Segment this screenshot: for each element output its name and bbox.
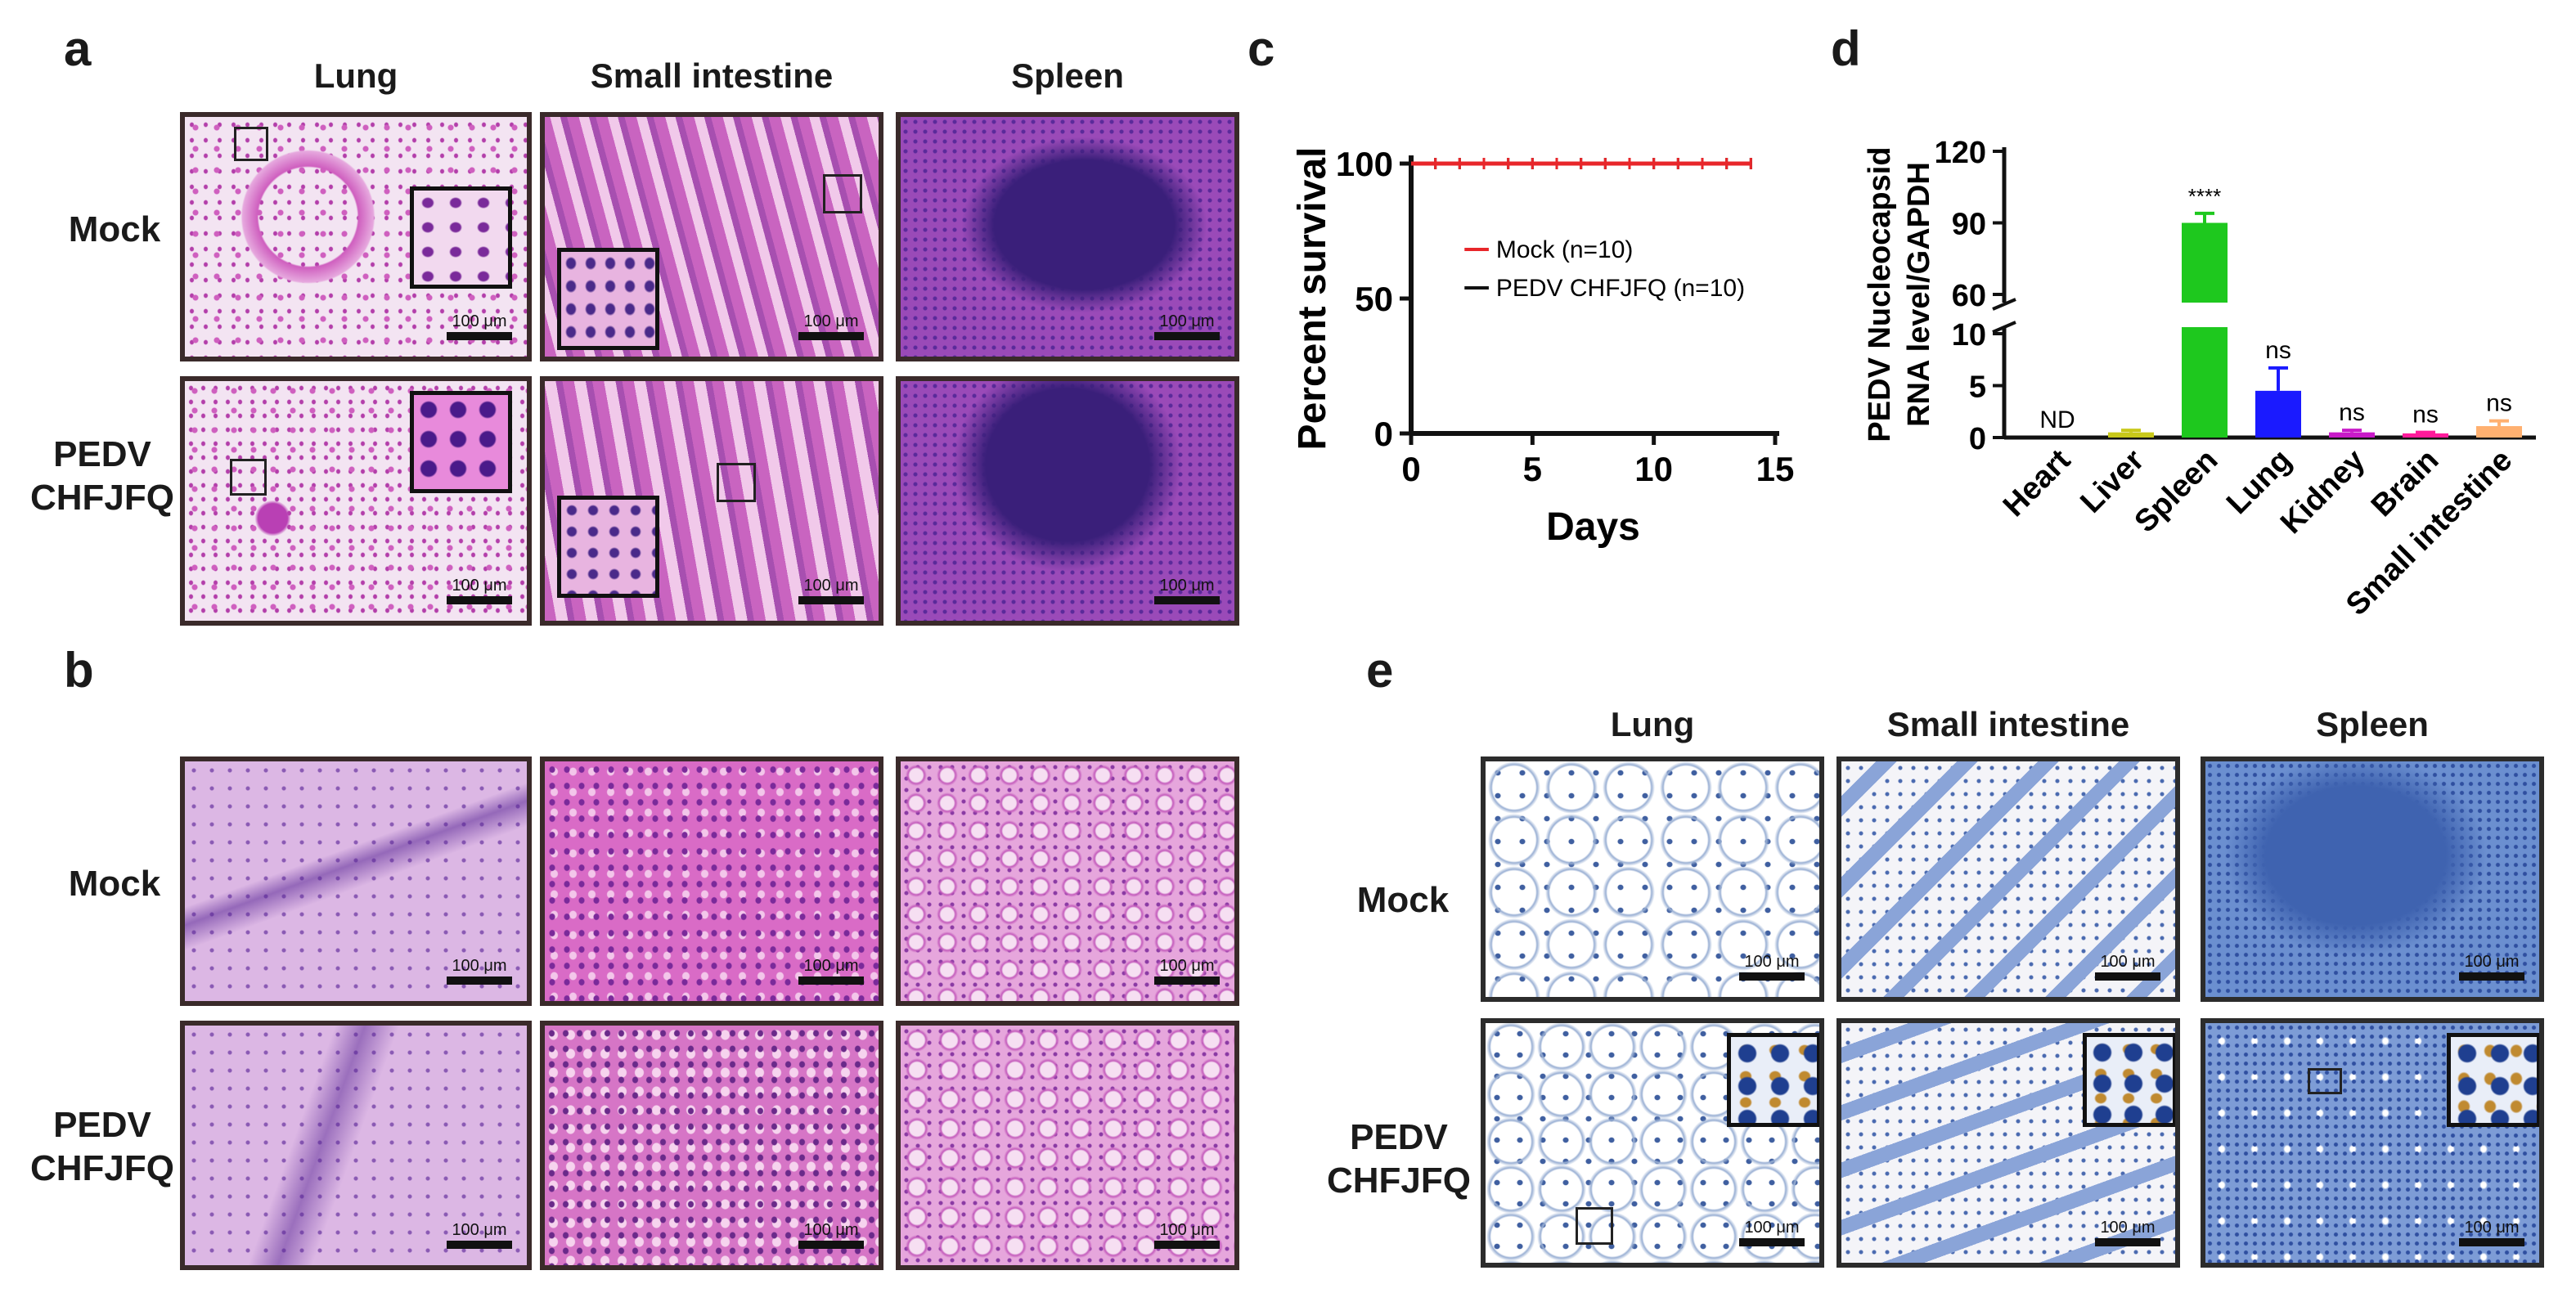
panel-a-row-pedv: PEDV CHFJFQ xyxy=(30,434,174,518)
bar xyxy=(2182,327,2228,438)
significance-label: ND xyxy=(2039,406,2075,433)
micrograph-e-pedv-spleen: 100 μm xyxy=(2201,1018,2544,1268)
micrograph-e-mock-intestine: 100 μm xyxy=(1836,756,2180,1002)
y-tick-label: 120 xyxy=(1935,136,1986,170)
panel-e-row-mock: Mock xyxy=(1356,880,1450,920)
micrograph-e-pedv-lung: 100 μm xyxy=(1481,1018,1824,1268)
panel-label-e: e xyxy=(1366,643,1394,698)
legend-label: Mock (n=10) xyxy=(1496,236,1634,263)
scale-bar-label: 100 μm xyxy=(1159,1221,1215,1239)
bar xyxy=(2108,432,2154,438)
scale-bar-label: 100 μm xyxy=(452,577,507,595)
y-tick-label: 100 xyxy=(1336,145,1393,183)
scale-bar-label: 100 μm xyxy=(1159,312,1215,330)
micrograph-a-pedv-intestine: 100 μm xyxy=(540,376,883,626)
micrograph-b-mock-liver: 100 μm xyxy=(540,756,883,1006)
panel-e-col-lung: Lung xyxy=(1610,705,1695,743)
panel-a-row-mock: Mock xyxy=(68,209,161,249)
y-tick-label: 60 xyxy=(1952,279,1986,313)
category-label: Heart xyxy=(1997,442,2078,523)
scale-bar-label: 100 μm xyxy=(803,1221,859,1239)
significance-label: ns xyxy=(2486,390,2512,417)
panel-e-col-small-intestine: Small intestine xyxy=(1886,705,2130,743)
panel-label-b: b xyxy=(64,643,94,698)
panel-a-col-lung: Lung xyxy=(313,56,398,95)
micrograph-a-mock-intestine: 100 μm xyxy=(540,112,883,361)
micrograph-a-pedv-lung: 100 μm xyxy=(180,376,532,626)
micrograph-a-pedv-spleen: 100 μm xyxy=(896,376,1239,626)
micrograph-a-mock-lung: 100 μm xyxy=(180,112,532,361)
panel-label-a: a xyxy=(64,21,92,76)
y-axis-title-line2: RNA level/GAPDH xyxy=(1902,162,1936,427)
scale-bar-label: 100 μm xyxy=(2464,953,2520,971)
micrograph-b-pedv-liver: 100 μm xyxy=(540,1021,883,1270)
x-tick-label: 10 xyxy=(1634,450,1673,488)
scale-bar-label: 100 μm xyxy=(1159,577,1215,595)
micrograph-e-pedv-intestine: 100 μm xyxy=(1836,1018,2180,1268)
y-tick-label: 90 xyxy=(1952,208,1986,242)
micrograph-b-mock-kidney: 100 μm xyxy=(896,756,1239,1006)
y-tick-label: 0 xyxy=(1969,422,1986,456)
legend-label: PEDV CHFJFQ (n=10) xyxy=(1496,275,1745,302)
y-tick-label: 5 xyxy=(1969,370,1986,405)
scale-bar-label: 100 μm xyxy=(2100,1219,2156,1237)
y-tick-label: 0 xyxy=(1374,415,1393,453)
x-axis-title: Days xyxy=(1546,505,1640,549)
significance-label: **** xyxy=(2188,184,2221,209)
y-axis-title: Percent survival xyxy=(1291,147,1334,451)
scale-bar-label: 100 μm xyxy=(2100,953,2156,971)
bar xyxy=(2329,432,2375,438)
x-tick-label: 5 xyxy=(1523,450,1542,488)
category-label: Spleen xyxy=(2129,443,2225,540)
category-label: Kidney xyxy=(2274,443,2371,541)
scale-bar-label: 100 μm xyxy=(1744,1219,1800,1237)
y-tick-label: 10 xyxy=(1952,318,1986,352)
bar xyxy=(2255,390,2301,438)
axis-break-mark xyxy=(1992,298,2016,311)
axis-break-mark xyxy=(1992,321,2016,334)
panel-a-col-spleen: Spleen xyxy=(1011,56,1124,95)
scale-bar-label: 100 μm xyxy=(2464,1219,2520,1237)
scale-bar-label: 100 μm xyxy=(452,312,507,330)
scale-bar-label: 100 μm xyxy=(452,957,507,975)
micrograph-e-mock-lung: 100 μm xyxy=(1481,756,1824,1002)
bar xyxy=(2476,426,2522,438)
significance-label: ns xyxy=(2412,402,2439,429)
micrograph-e-mock-spleen: 100 μm xyxy=(2201,756,2544,1002)
scale-bar-label: 100 μm xyxy=(803,957,859,975)
micrograph-b-mock-brain: 100 μm xyxy=(180,756,532,1006)
micrograph-a-mock-spleen: 100 μm xyxy=(896,112,1239,361)
scale-bar-label: 100 μm xyxy=(1159,957,1215,975)
x-tick-label: 0 xyxy=(1401,450,1420,488)
panel-b-row-pedv: PEDV CHFJFQ xyxy=(30,1105,174,1188)
scale-bar-label: 100 μm xyxy=(452,1221,507,1239)
significance-label: ns xyxy=(2339,399,2365,426)
panel-e-row-pedv: PEDV CHFJFQ xyxy=(1327,1117,1471,1201)
panel-a-col-small-intestine: Small intestine xyxy=(590,56,834,95)
panel-label-c: c xyxy=(1248,21,1275,76)
scale-bar-label: 100 μm xyxy=(803,312,859,330)
panel-b-row-mock: Mock xyxy=(68,864,161,904)
micrograph-b-pedv-kidney: 100 μm xyxy=(896,1021,1239,1270)
panel-label-d: d xyxy=(1831,21,1861,76)
y-axis-title-line1: PEDV Nucleocapsid xyxy=(1863,146,1897,442)
x-tick-label: 15 xyxy=(1756,450,1795,488)
micrograph-b-pedv-brain: 100 μm xyxy=(180,1021,532,1270)
rna-level-bar-chart: 60 90 120 0 5 10 PEDV Nucleocapsid RNA level/GA… xyxy=(1863,136,2536,622)
significance-label: ns xyxy=(2265,337,2291,364)
scale-bar-label: 100 μm xyxy=(803,577,859,595)
bar xyxy=(2182,222,2228,303)
bar xyxy=(2403,433,2448,438)
panel-e-col-spleen: Spleen xyxy=(2316,705,2429,743)
survival-chart: 0 50 100 0 5 10 15 Days Percent survival Mock (n=… xyxy=(1291,145,1795,549)
y-tick-label: 50 xyxy=(1355,280,1393,318)
scale-bar-label: 100 μm xyxy=(1744,953,1800,971)
